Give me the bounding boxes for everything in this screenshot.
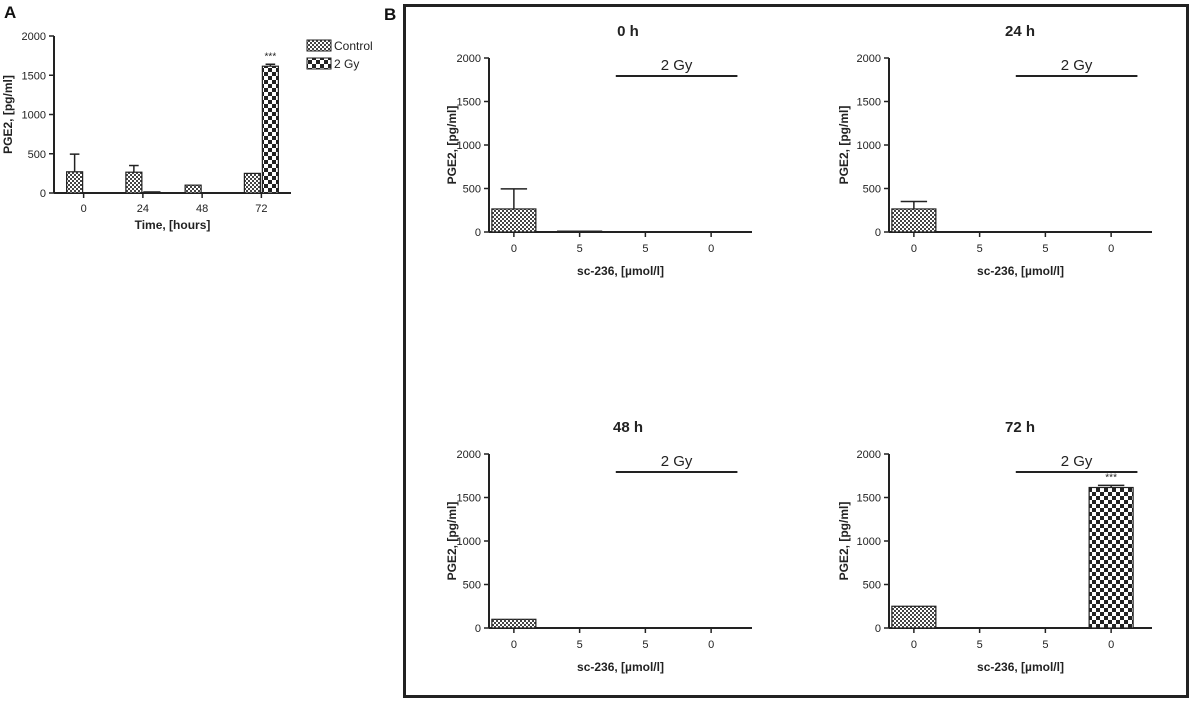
x-tick-label: 0 — [911, 639, 917, 651]
bar — [891, 605, 937, 629]
x-tick-label: 0 — [911, 243, 917, 255]
legend-label: Control — [334, 39, 373, 53]
significance-marker: *** — [265, 51, 277, 62]
x-tick-label: 0 — [511, 639, 517, 651]
bar — [143, 191, 161, 194]
y-tick-label: 500 — [863, 580, 881, 592]
x-tick-label: 5 — [577, 243, 583, 255]
x-tick-label: 5 — [1042, 639, 1048, 651]
y-tick-label: 2000 — [857, 449, 881, 461]
y-axis-title: PGE2, [pg/ml] — [445, 502, 459, 581]
y-axis-title: PGE2, [pg/ml] — [445, 106, 459, 185]
y-tick-label: 2000 — [857, 53, 881, 65]
legend-swatch — [306, 57, 332, 70]
chart-panel-a: 0 500 1000 1500 2000 PGE2, [pg/ml] Time, [hour… — [1, 31, 373, 232]
chart-title: 24 h — [1005, 23, 1035, 40]
bar — [184, 184, 202, 194]
y-tick-label: 0 — [475, 623, 481, 635]
y-tick-label: 0 — [475, 227, 481, 239]
x-tick-label: 0 — [708, 243, 714, 255]
x-axis-title: sc-236, [µmol/l] — [577, 264, 664, 278]
y-tick-label: 500 — [863, 184, 881, 196]
y-axis-title: PGE2, [pg/ml] — [837, 106, 851, 185]
chart-title: 48 h — [613, 419, 643, 436]
panel-b-letter: B — [384, 5, 396, 24]
x-tick-label: 0 — [708, 639, 714, 651]
x-axis-title: sc-236, [µmol/l] — [977, 660, 1064, 674]
bar — [125, 171, 143, 194]
y-tick-label: 2000 — [457, 53, 481, 65]
bar — [243, 172, 261, 194]
y-tick-label: 1500 — [857, 97, 881, 109]
y-tick-label: 0 — [40, 188, 46, 200]
y-tick-label: 1000 — [857, 536, 881, 548]
y-axis-title: PGE2, [pg/ml] — [1, 75, 15, 154]
legend-swatch — [306, 39, 332, 52]
y-axis-title: PGE2, [pg/ml] — [837, 502, 851, 581]
x-axis-title: Time, [hours] — [135, 218, 211, 232]
treatment-label: 2 Gy — [1061, 57, 1093, 74]
chart-title: 72 h — [1005, 419, 1035, 436]
y-tick-label: 1000 — [457, 140, 481, 152]
y-tick-label: 1500 — [857, 493, 881, 505]
bar — [491, 208, 537, 233]
x-tick-label: 5 — [642, 243, 648, 255]
treatment-label: 2 Gy — [1061, 453, 1093, 470]
x-tick-label: 5 — [977, 639, 983, 651]
y-tick-label: 1500 — [457, 493, 481, 505]
panel-b-frame — [403, 4, 1189, 698]
bar — [261, 65, 279, 194]
y-tick-label: 1500 — [22, 70, 46, 82]
panel-a-letter: A — [4, 3, 16, 22]
x-axis-title: sc-236, [µmol/l] — [977, 264, 1064, 278]
x-axis-title: sc-236, [µmol/l] — [577, 660, 664, 674]
bar — [491, 618, 537, 629]
y-tick-label: 0 — [875, 623, 881, 635]
x-tick-label: 0 — [1108, 639, 1114, 651]
x-tick-label: 0 — [511, 243, 517, 255]
significance-marker: *** — [1105, 472, 1117, 483]
x-tick-label: 48 — [196, 203, 208, 215]
bar — [66, 171, 84, 194]
treatment-label: 2 Gy — [661, 57, 693, 74]
y-tick-label: 500 — [463, 184, 481, 196]
y-tick-label: 500 — [463, 580, 481, 592]
treatment-label: 2 Gy — [661, 453, 693, 470]
y-tick-label: 1000 — [22, 110, 46, 122]
bar — [1088, 486, 1134, 629]
y-tick-label: 1500 — [457, 97, 481, 109]
x-tick-label: 5 — [642, 639, 648, 651]
legend-label: 2 Gy — [334, 57, 359, 71]
y-tick-label: 0 — [875, 227, 881, 239]
y-tick-label: 2000 — [22, 31, 46, 43]
y-tick-label: 1000 — [857, 140, 881, 152]
bar — [891, 208, 937, 233]
x-tick-label: 0 — [1108, 243, 1114, 255]
x-tick-label: 5 — [577, 639, 583, 651]
x-tick-label: 24 — [137, 203, 149, 215]
y-tick-label: 1000 — [457, 536, 481, 548]
chart-title: 0 h — [617, 23, 639, 40]
x-tick-label: 72 — [255, 203, 267, 215]
x-tick-label: 5 — [1042, 243, 1048, 255]
y-tick-label: 500 — [28, 149, 46, 161]
x-tick-label: 5 — [977, 243, 983, 255]
bar — [557, 230, 603, 233]
y-tick-label: 2000 — [457, 449, 481, 461]
x-tick-label: 0 — [81, 203, 87, 215]
